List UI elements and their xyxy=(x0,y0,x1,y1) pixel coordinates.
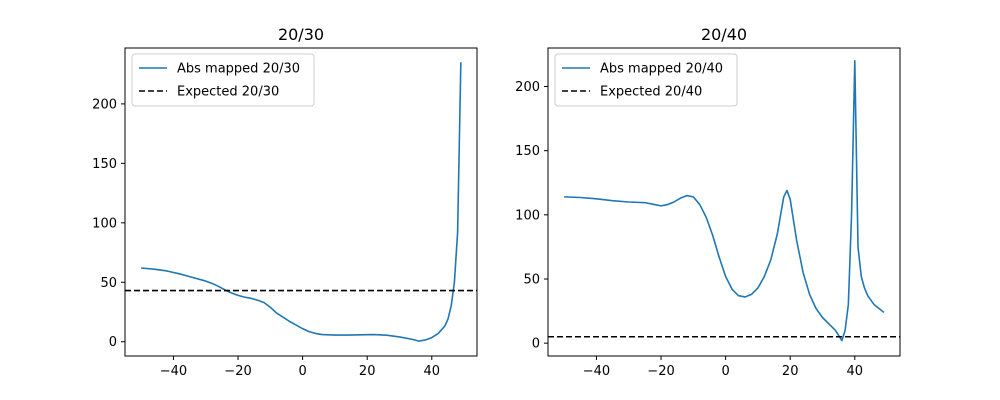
legend: Abs mapped 20/40 Expected 20/40 xyxy=(554,53,738,107)
y-tick-label: 0 xyxy=(109,335,117,350)
x-tick-label: 0 xyxy=(298,364,306,379)
y-tick-label: 50 xyxy=(523,273,540,288)
legend-label: Abs mapped 20/30 xyxy=(177,62,300,77)
y-tick-label: 200 xyxy=(515,80,540,95)
x-tick-label: −40 xyxy=(583,364,610,379)
x-tick-label: 40 xyxy=(424,364,441,379)
chart-title: 20/40 xyxy=(701,25,747,44)
y-tick-label: 0 xyxy=(532,337,540,352)
abs-mapped-line xyxy=(141,62,462,342)
chart-title: 20/30 xyxy=(278,25,324,44)
legend: Abs mapped 20/30 Expected 20/30 xyxy=(131,53,315,107)
x-tick-label: 0 xyxy=(721,364,729,379)
legend-label: Expected 20/30 xyxy=(177,85,279,100)
legend-label: Expected 20/40 xyxy=(600,85,702,100)
chart-20-40: 20/40 −40 −20 0 20 40 0 50 100 150 200 Abs mapped 2… xyxy=(515,25,901,379)
y-tick-label: 100 xyxy=(92,216,117,231)
y-tick-label: 150 xyxy=(92,157,117,172)
y-tick-label: 100 xyxy=(515,208,540,223)
y-tick-label: 150 xyxy=(515,144,540,159)
y-tick-label: 50 xyxy=(100,276,117,291)
x-tick-label: 20 xyxy=(782,364,799,379)
chart-20-30: 20/30 −40 −20 0 20 40 0 50 100 150 200 Abs mapped 2… xyxy=(92,25,478,379)
axes-frame xyxy=(547,47,901,357)
legend-box xyxy=(131,53,315,107)
x-tick-label: 40 xyxy=(847,364,864,379)
plot-area xyxy=(548,60,900,342)
x-tick-label: −20 xyxy=(224,364,251,379)
legend-box xyxy=(554,53,738,107)
x-tick-label: −40 xyxy=(160,364,187,379)
axes-frame xyxy=(124,47,478,357)
legend-label: Abs mapped 20/40 xyxy=(600,62,723,77)
abs-mapped-line xyxy=(564,60,885,342)
x-tick-label: −20 xyxy=(647,364,674,379)
x-tick-label: 20 xyxy=(359,364,376,379)
y-tick-label: 200 xyxy=(92,97,117,112)
plot-area xyxy=(125,62,477,342)
